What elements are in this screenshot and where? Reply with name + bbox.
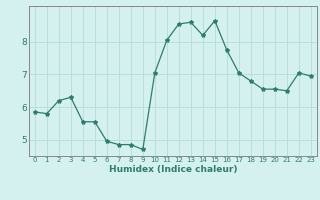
X-axis label: Humidex (Indice chaleur): Humidex (Indice chaleur) — [108, 165, 237, 174]
